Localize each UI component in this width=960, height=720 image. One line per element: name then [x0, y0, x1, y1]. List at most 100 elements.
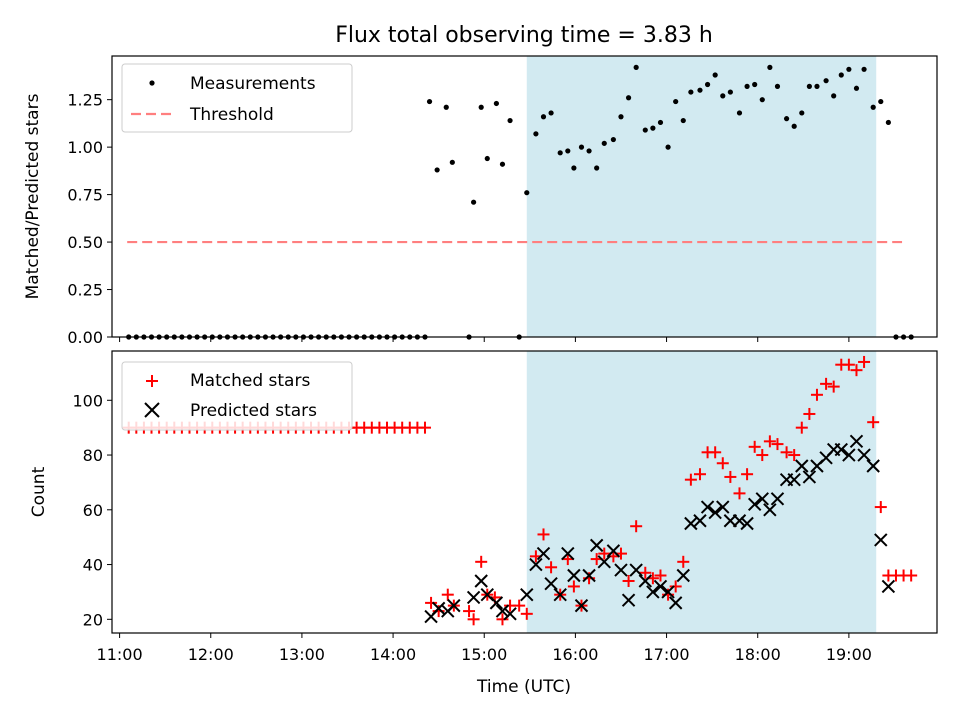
matched-star-point	[850, 364, 863, 377]
predicted-star-point	[489, 596, 504, 610]
matched-star-point	[788, 449, 801, 462]
matched-star-point	[709, 446, 722, 459]
measurement-point	[478, 104, 484, 110]
legend-matched-marker	[146, 375, 158, 387]
predicted-star-point	[474, 574, 488, 588]
count-legend-box	[121, 361, 353, 431]
measurement-point	[540, 114, 547, 120]
predicted-star-point	[700, 500, 715, 514]
measurement-point	[720, 93, 726, 99]
x-tick-label: 14:00	[370, 645, 416, 664]
x-axis-label: Time (UTC)	[476, 677, 571, 697]
measurement-point	[657, 119, 664, 126]
y-tick-label: 40	[83, 556, 103, 575]
measurement-point	[601, 140, 607, 146]
measurement-point	[524, 190, 530, 196]
ratio-panel: 0.00 0.25 0.50 0.75 1.00 1.25 Matched/Predict…	[23, 55, 938, 347]
matched-star-point	[622, 574, 635, 587]
predicted-star-point	[520, 587, 534, 602]
measurement-point	[571, 165, 577, 171]
predicted-star-point	[770, 492, 785, 506]
measurement-point	[565, 148, 571, 154]
predicted-star-point	[763, 503, 777, 517]
measurement-point	[680, 117, 686, 124]
matched-star-point	[467, 613, 480, 626]
measurement-point	[697, 87, 703, 93]
matched-star-point	[693, 468, 706, 481]
figure-title: Flux total observing time = 3.83 h	[335, 23, 713, 48]
measurement-point	[557, 150, 563, 156]
x-tick-label: 12:00	[188, 645, 234, 664]
predicted-star-point	[621, 593, 636, 607]
predicted-star-point	[653, 579, 668, 594]
predicted-star-point	[553, 587, 567, 602]
y-tick-label: 1.25	[67, 91, 103, 110]
predicted-star-point	[638, 574, 652, 588]
matched-star-point	[418, 421, 431, 434]
top-x-ticks	[119, 337, 850, 342]
measurement-point	[736, 110, 743, 116]
matched-star-point	[820, 377, 833, 390]
predicted-star-point	[849, 434, 864, 449]
matched-star-point	[810, 388, 823, 401]
matched-star-point	[463, 605, 476, 618]
measurement-points	[126, 64, 914, 340]
ratio-legend-box	[121, 63, 353, 133]
measurement-point	[507, 117, 513, 124]
measurement-point	[633, 64, 639, 70]
measurement-point	[493, 100, 499, 107]
measurement-point	[499, 161, 506, 167]
measurement-point	[861, 66, 867, 72]
predicted-star-point	[747, 497, 762, 512]
matched-star-point	[537, 528, 550, 541]
count-y-ticks: 20 40 60 80 100	[72, 391, 112, 629]
observing-window-shade	[526, 351, 877, 633]
matched-star-point	[763, 435, 776, 448]
measurement-point	[650, 125, 656, 131]
matched-star-point	[545, 561, 558, 574]
predicted-star-point	[834, 442, 848, 457]
x-tick-label: 15:00	[461, 645, 507, 664]
matched-star-point	[724, 470, 737, 483]
measurement-point	[791, 123, 797, 129]
y-tick-label: 1.00	[67, 138, 103, 157]
y-tick-label: 0.25	[67, 281, 103, 300]
measurement-point	[704, 81, 711, 88]
measurement-point	[885, 119, 891, 126]
predicted-star-point	[881, 579, 896, 594]
predicted-star-point	[866, 459, 880, 473]
x-tick-label: 17:00	[644, 645, 690, 664]
predicted-star-point	[842, 448, 856, 462]
matched-star-point	[441, 588, 454, 601]
measurement-point	[712, 72, 718, 78]
matched-star-point	[513, 599, 526, 612]
y-tick-label: 0.50	[67, 233, 103, 252]
predicted-star-point	[668, 596, 683, 610]
measurement-point	[752, 81, 758, 88]
measurement-point	[610, 136, 616, 143]
measurement-point	[688, 89, 694, 95]
measurement-point	[846, 66, 852, 72]
matched-star-point	[733, 487, 746, 500]
matched-star-point	[475, 555, 488, 568]
measurement-point	[838, 72, 844, 78]
top-y-ticks: 0.00 0.25 0.50 0.75 1.00 1.25	[67, 91, 112, 347]
matched-star-point	[567, 580, 580, 593]
x-tick-label: 11:00	[97, 645, 143, 664]
measurement-point	[767, 64, 773, 70]
legend-predicted-marker	[144, 402, 160, 418]
predicted-star-point	[787, 472, 801, 487]
matched-star-point	[780, 446, 793, 459]
ratio-legend: Measurements Threshold	[121, 63, 353, 133]
predicted-star-point	[795, 459, 809, 473]
predicted-star-points	[424, 434, 896, 624]
matched-star-point	[677, 555, 690, 568]
measurement-point	[426, 98, 433, 105]
matched-star-point	[842, 358, 855, 371]
predicted-star-point	[589, 538, 604, 553]
predicted-star-point	[755, 492, 769, 506]
predicted-star-point	[708, 505, 722, 520]
predicted-star-point	[529, 557, 543, 572]
measurement-point	[799, 110, 805, 116]
